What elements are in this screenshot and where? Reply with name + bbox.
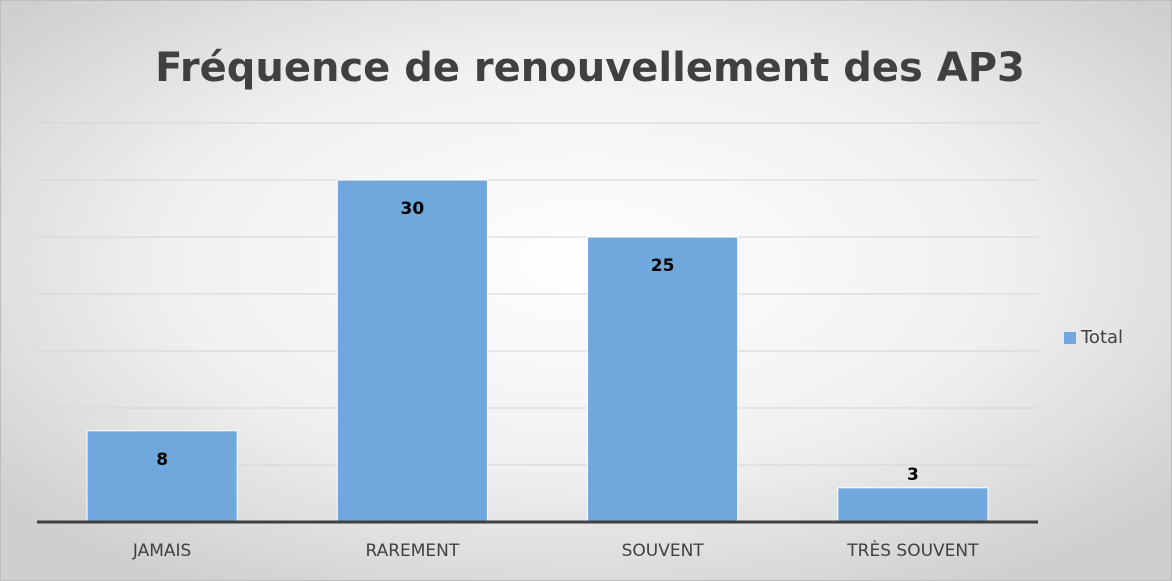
data-label: 8 <box>156 450 168 470</box>
legend-label: Total <box>1080 327 1123 348</box>
chart-title: Fréquence de renouvellement des AP3 <box>155 45 1025 91</box>
data-label: 30 <box>401 199 425 219</box>
x-tick-label: RAREMENT <box>365 541 459 561</box>
x-tick-label: JAMAIS <box>132 541 191 561</box>
bar <box>587 236 739 523</box>
bar <box>837 487 989 523</box>
data-label: 3 <box>907 465 919 485</box>
legend-swatch <box>1064 332 1076 344</box>
x-tick-label: TRÈS SOUVENT <box>846 539 979 561</box>
bar <box>86 430 238 523</box>
data-label: 25 <box>651 256 675 276</box>
bar <box>336 179 488 523</box>
x-tick-label: SOUVENT <box>622 541 705 561</box>
